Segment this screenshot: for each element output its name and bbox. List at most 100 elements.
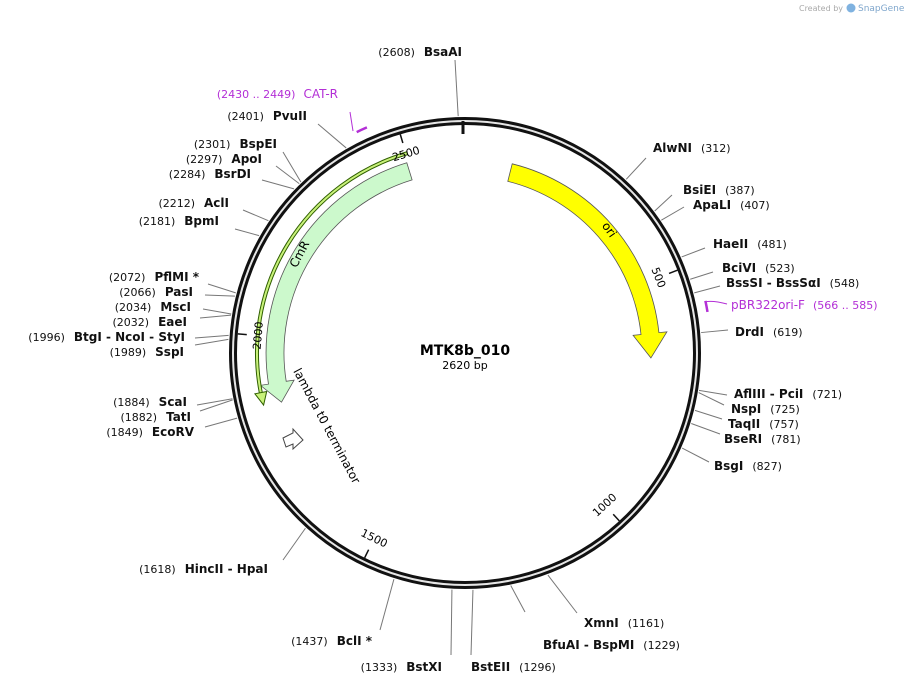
site-position: (757): [769, 418, 799, 431]
tick-label: 1500: [359, 526, 390, 550]
site-name: EaeI: [158, 315, 187, 329]
tick-label: 1000: [590, 491, 619, 520]
site-label: (2297) ApoI: [186, 152, 262, 166]
site-name: BfuAI - BspMI: [543, 638, 634, 652]
site-label: HaeII (481): [713, 237, 787, 251]
site-label: NspI (725): [731, 402, 800, 416]
primer-name: CAT-R: [303, 87, 338, 101]
site-name: ApaLI: [693, 198, 731, 212]
site-line: [204, 417, 238, 428]
site-position: (2034): [115, 301, 152, 314]
site-label: BssSI - BssSαI (548): [726, 276, 859, 290]
site-name: ScaI: [159, 395, 187, 409]
site-name: SspI: [155, 345, 184, 359]
site-line: [701, 329, 729, 334]
site-position: (387): [725, 184, 755, 197]
site-line: [194, 338, 229, 346]
site-position: (407): [740, 199, 770, 212]
primer-mark: [704, 300, 709, 313]
site-position: (1437): [291, 635, 328, 648]
site-label: (2066) PasI: [119, 285, 193, 299]
site-position: (1884): [113, 396, 150, 409]
terminator-label: lambda t0 terminator: [290, 366, 363, 486]
site-name: BstXI: [406, 660, 442, 674]
primer-callout: [349, 111, 354, 132]
site-label: AlwNI (312): [653, 141, 731, 155]
site-position: (1618): [139, 563, 176, 576]
site-label: (1882) TatI: [120, 410, 191, 424]
site-label: XmnI (1161): [584, 616, 664, 630]
cmr-feature: [259, 162, 413, 403]
site-line: [698, 389, 728, 396]
site-position: (523): [765, 262, 795, 275]
site-label: BstEII (1296): [471, 660, 556, 674]
site-name: MscI: [160, 300, 191, 314]
site-label: (2181) BpmI: [139, 214, 219, 228]
site-position: (619): [773, 326, 803, 339]
site-name: PflMI *: [154, 270, 199, 284]
site-position: (1161): [628, 617, 665, 630]
site-line: [454, 59, 459, 117]
site-position: (2072): [109, 271, 146, 284]
site-name: BspEI: [239, 137, 277, 151]
site-line: [691, 423, 721, 435]
site-line: [681, 247, 706, 258]
site-name: BciVI: [722, 261, 756, 275]
site-line: [234, 228, 260, 237]
site-line: [196, 398, 233, 406]
site-label: (2284) BsrDI: [169, 167, 251, 181]
backbone-inner: [232, 120, 698, 586]
site-label: (1996) BtgI - NcoI - StyI: [28, 330, 185, 344]
site-position: (2301): [194, 138, 231, 151]
site-line: [317, 123, 347, 149]
site-name: ApoI: [231, 152, 262, 166]
primer-label: (2430 .. 2449) CAT-R: [217, 87, 338, 101]
site-name: HincII - HpaI: [185, 562, 268, 576]
site-label: DrdI (619): [735, 325, 803, 339]
site-name: BclI *: [337, 634, 373, 648]
site-line: [661, 206, 685, 221]
site-line: [510, 585, 526, 613]
site-position: (721): [812, 388, 842, 401]
cmr-orf-head: [254, 390, 268, 407]
site-label: (2401) PvuII: [227, 109, 307, 123]
site-line: [379, 578, 395, 631]
site-position: (2212): [158, 197, 195, 210]
site-position: (1989): [110, 346, 147, 359]
site-name: BpmI: [184, 214, 219, 228]
site-name: BseRI: [724, 432, 762, 446]
site-position: (781): [771, 433, 801, 446]
primer-range: (2430 .. 2449): [217, 88, 296, 101]
site-position: (2297): [186, 153, 223, 166]
site-label: BfuAI - BspMI (1229): [543, 638, 680, 652]
site-line: [690, 271, 714, 280]
site-position: (312): [701, 142, 731, 155]
site-label: BciVI (523): [722, 261, 795, 275]
site-name: BtgI - NcoI - StyI: [74, 330, 185, 344]
site-label: (1989) SspI: [110, 345, 184, 359]
site-label: (1437) BclI *: [291, 634, 373, 648]
site-position: (827): [752, 460, 782, 473]
site-line: [694, 285, 721, 294]
site-name: XmnI: [584, 616, 619, 630]
tick-label: 2000: [251, 321, 266, 350]
site-line: [194, 334, 229, 339]
ori-feature: [507, 163, 668, 359]
site-line: [654, 194, 673, 212]
credit-prefix: Created by: [799, 4, 843, 13]
site-line: [625, 157, 647, 180]
tick-mark: [399, 134, 404, 144]
site-label: BsiEI (387): [683, 183, 755, 197]
tick-mark: [237, 333, 247, 336]
site-line: [282, 527, 306, 561]
site-line: [547, 574, 578, 614]
site-position: (1996): [28, 331, 65, 344]
site-position: (1333): [361, 661, 398, 674]
site-name: AclI: [204, 196, 229, 210]
site-position: (2401): [227, 110, 264, 123]
primer-label: pBR322ori-F (566 .. 585): [731, 298, 878, 312]
site-position: (548): [830, 277, 860, 290]
site-line: [470, 589, 474, 656]
site-line: [261, 179, 295, 190]
